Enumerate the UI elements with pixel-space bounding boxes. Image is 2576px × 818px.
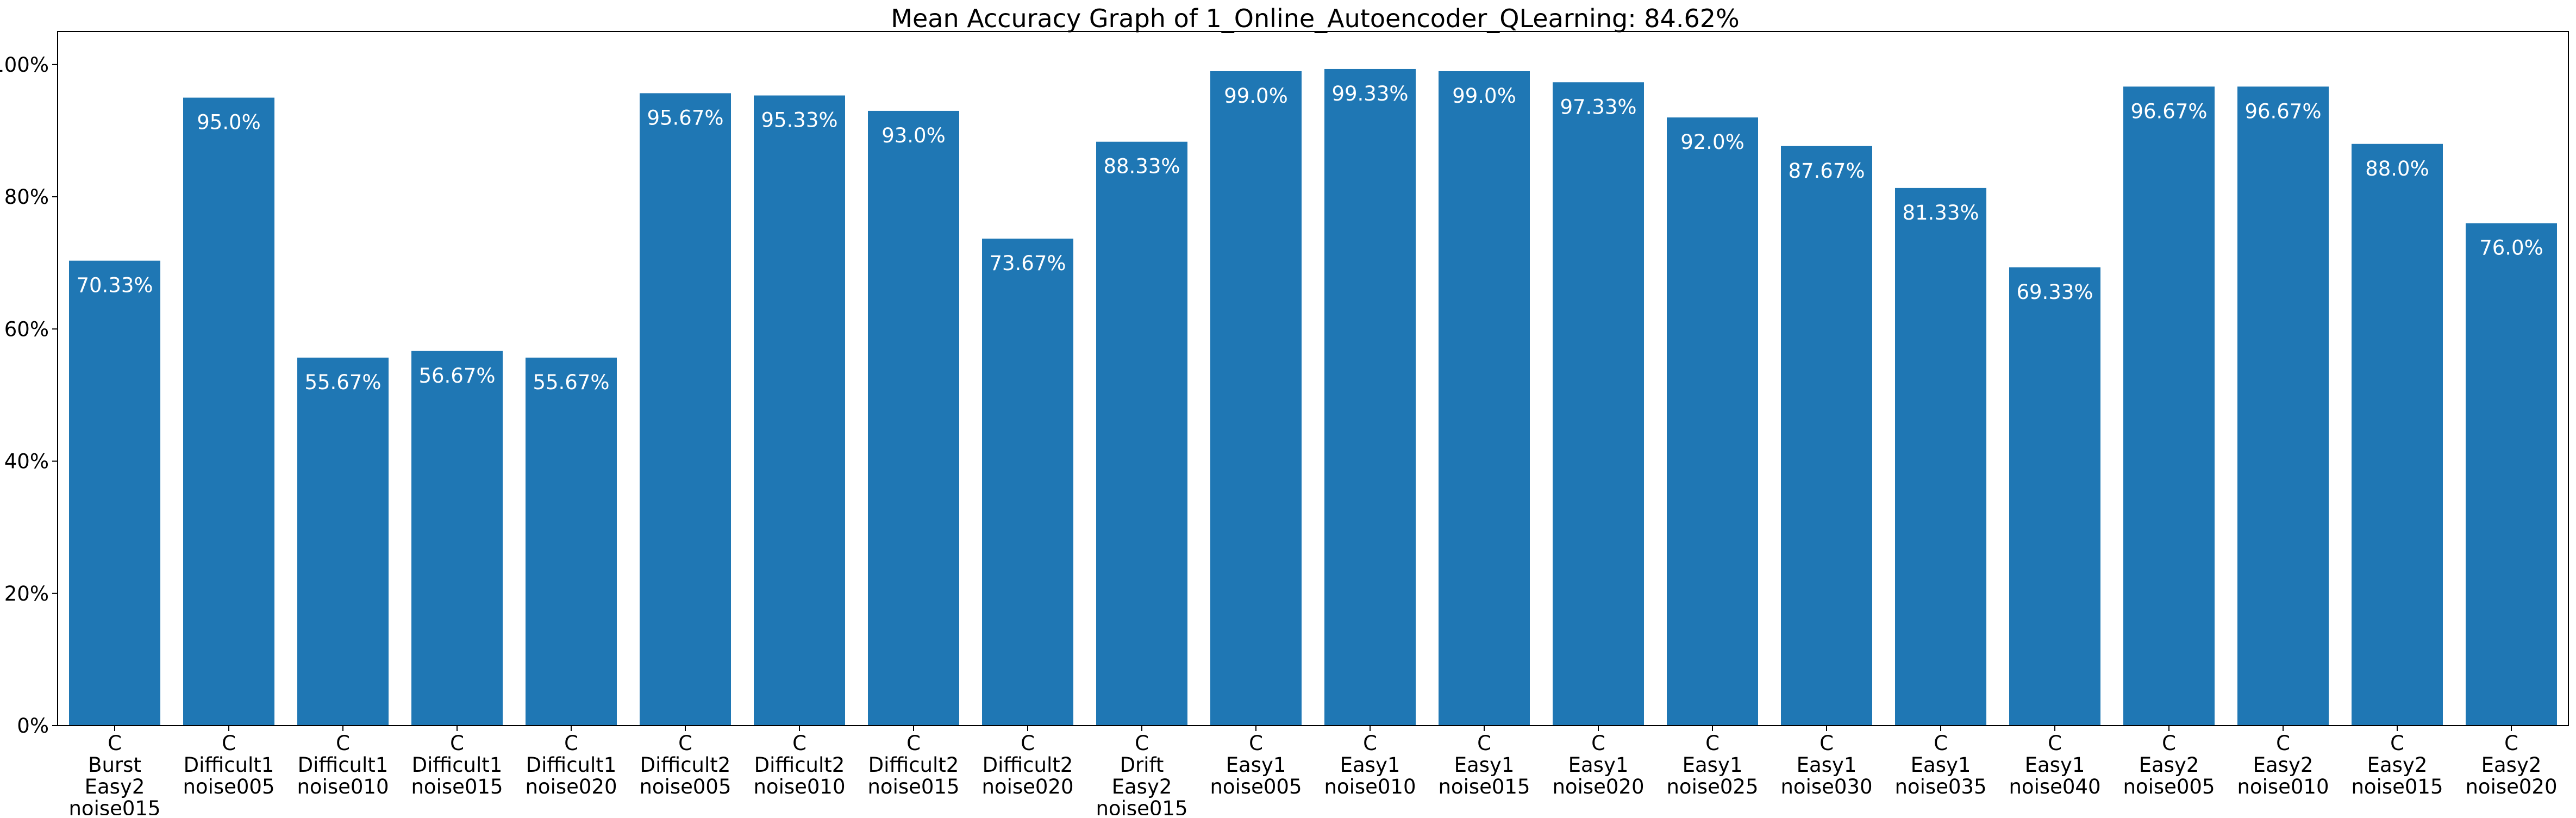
x-tick-label: C Easy2 noise015 xyxy=(2351,732,2443,798)
x-tick-label: C Difficult2 noise020 xyxy=(981,732,1073,798)
bar xyxy=(1439,71,1530,726)
bar-value-label: 55.67% xyxy=(533,371,609,394)
x-tick-label: C Difficult1 noise015 xyxy=(411,732,503,798)
bar-value-label: 81.33% xyxy=(1902,201,1979,224)
x-tick-label: C Difficult1 noise010 xyxy=(297,732,389,798)
bar-value-label: 69.33% xyxy=(2016,280,2093,304)
y-tick-label: 60% xyxy=(4,317,49,341)
chart-title: Mean Accuracy Graph of 1_Online_Autoenco… xyxy=(891,4,1739,33)
bar xyxy=(1324,68,1416,726)
bar xyxy=(982,239,1073,726)
bar-value-label: 96.67% xyxy=(2130,99,2207,123)
bar-value-label: 99.33% xyxy=(1331,82,1408,105)
x-tick-label: C Difficult2 noise015 xyxy=(867,732,959,798)
bar-value-label: 87.67% xyxy=(1788,159,1865,183)
x-tick-label: C Burst Easy2 noise015 xyxy=(68,732,160,815)
y-tick-label: 0% xyxy=(17,714,49,738)
bar-value-label: 73.67% xyxy=(989,252,1066,275)
bars-layer xyxy=(69,68,2557,726)
bar-value-label: 96.67% xyxy=(2244,99,2321,123)
x-tick-label: C Easy2 noise005 xyxy=(2123,732,2215,798)
bar xyxy=(868,110,959,726)
bar xyxy=(640,93,731,726)
bar xyxy=(1667,117,1758,726)
bar xyxy=(2352,143,2443,726)
y-axis: 0% 20% 40% 60% 80% 100% xyxy=(0,53,58,738)
bar-value-label: 99.0% xyxy=(1224,84,1288,108)
bar-value-label: 56.67% xyxy=(418,364,495,388)
bar xyxy=(526,357,617,726)
y-tick-label: 20% xyxy=(4,582,49,605)
bar-value-label: 93.0% xyxy=(881,124,946,147)
bar xyxy=(1210,71,1302,726)
x-tick-label: C Easy1 noise025 xyxy=(1666,732,1758,798)
bar xyxy=(297,357,389,726)
bar-value-label: 95.33% xyxy=(761,109,837,132)
x-tick-label: C Easy1 noise020 xyxy=(1552,732,1644,798)
bar xyxy=(1553,82,1644,726)
x-tick-label: C Easy1 noise015 xyxy=(1438,732,1530,798)
plot-frame xyxy=(57,31,2569,726)
x-tick-label: C Difficult1 noise020 xyxy=(525,732,617,798)
bar-value-label: 88.0% xyxy=(2365,157,2429,180)
bar xyxy=(411,351,503,726)
y-tick-label: 100% xyxy=(0,53,49,77)
x-tick-label: C Easy2 noise020 xyxy=(2465,732,2557,798)
bar-value-label: 99.0% xyxy=(1452,84,1516,108)
x-tick-label: C Easy1 noise010 xyxy=(1324,732,1416,798)
bar-value-label: 95.0% xyxy=(197,111,261,134)
bar xyxy=(2123,86,2215,726)
bar xyxy=(69,260,160,726)
x-tick-label: C Difficult1 noise005 xyxy=(183,732,274,798)
bar xyxy=(2237,86,2329,726)
bar-value-label: 95.67% xyxy=(647,106,723,129)
bar-value-label: 55.67% xyxy=(304,371,381,394)
x-tick-label: C Drift Easy2 noise015 xyxy=(1096,732,1187,815)
x-tick-label: C Difficult2 noise010 xyxy=(753,732,845,798)
bar xyxy=(183,97,274,726)
bar-value-label: 70.33% xyxy=(76,274,153,297)
x-tick-label: C Easy2 noise010 xyxy=(2237,732,2329,798)
bar xyxy=(1895,188,1986,726)
x-tick-label: C Easy1 noise005 xyxy=(1210,732,1302,798)
value-labels-layer: 70.33% 95.0% 55.67% 56.67% 55.67% 95.67% 95.33… xyxy=(76,82,2543,394)
x-tick-label: C Easy1 noise040 xyxy=(2009,732,2100,798)
bar xyxy=(2466,223,2557,726)
x-axis: C Burst Easy2 noise015 C Difficult1 noise005 C D… xyxy=(68,726,2558,818)
bar xyxy=(1096,141,1187,726)
bar-value-label: 92.0% xyxy=(1680,130,1745,154)
x-tick-label: C Easy1 noise035 xyxy=(1895,732,1986,798)
bar-value-label: 88.33% xyxy=(1103,155,1180,178)
bar-value-label: 97.33% xyxy=(1560,95,1636,118)
bar xyxy=(754,95,845,726)
bar-value-label: 76.0% xyxy=(2479,236,2543,260)
bar xyxy=(2009,267,2100,726)
bar xyxy=(1781,146,1872,726)
y-tick-label: 80% xyxy=(4,185,49,209)
x-tick-label: C Easy1 noise030 xyxy=(1780,732,1872,798)
y-tick-label: 40% xyxy=(4,450,49,473)
x-tick-label: C Difficult2 noise005 xyxy=(639,732,731,798)
